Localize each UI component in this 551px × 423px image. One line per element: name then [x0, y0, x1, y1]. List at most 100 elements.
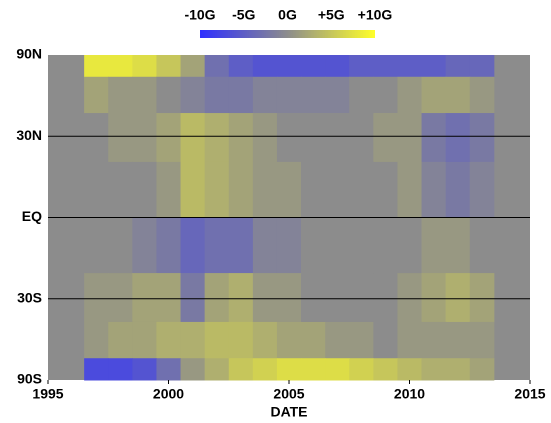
heat-cell — [301, 273, 326, 323]
heat-cell — [108, 55, 133, 78]
heat-cell — [325, 358, 350, 381]
heat-cell — [228, 55, 254, 78]
heat-cell — [252, 76, 278, 114]
heat-cell — [421, 273, 447, 323]
heat-cell — [180, 161, 206, 218]
y-tick-label: 30N — [16, 127, 42, 143]
heat-cell — [204, 55, 230, 78]
heat-cell — [84, 273, 109, 323]
heat-cell — [421, 217, 447, 274]
heat-cell — [132, 55, 157, 78]
heat-cell — [349, 217, 374, 274]
heat-cell — [373, 161, 398, 218]
heat-cell — [156, 273, 182, 323]
heat-cell — [252, 358, 278, 381]
heat-cell — [156, 217, 182, 274]
heat-cell — [421, 76, 447, 114]
heat-cell — [397, 217, 423, 274]
heat-cell — [156, 358, 182, 381]
colorbar-tick-label: -10G — [184, 7, 215, 23]
heat-cell — [421, 161, 447, 218]
heat-cell — [469, 273, 495, 323]
y-tick-label: 90S — [17, 371, 42, 387]
heat-cell — [373, 217, 398, 274]
heat-cell — [156, 76, 182, 114]
heat-cell — [421, 321, 447, 359]
heat-cell — [180, 217, 206, 274]
heat-cell — [180, 358, 206, 381]
heat-cell — [276, 217, 302, 274]
heat-cell — [204, 358, 230, 381]
heat-cell — [325, 76, 350, 114]
heat-cell — [252, 217, 278, 274]
heat-cell — [228, 217, 254, 274]
heat-cell — [132, 161, 157, 218]
heat-cell — [469, 217, 495, 274]
heat-cell — [84, 113, 109, 163]
heat-cell — [180, 76, 206, 114]
colorbar — [200, 30, 375, 38]
heat-cell — [276, 113, 302, 163]
heat-cell — [469, 76, 495, 114]
heat-cell — [180, 113, 206, 163]
x-axis-label: DATE — [270, 404, 307, 420]
heat-cell — [445, 358, 471, 381]
heat-cell — [156, 161, 182, 218]
heat-cell — [469, 321, 495, 359]
heat-cell — [276, 273, 302, 323]
heat-cell — [397, 273, 423, 323]
heat-cell — [180, 55, 206, 78]
heat-cell — [228, 273, 254, 323]
y-tick-label: 90N — [16, 46, 42, 62]
heat-cell — [204, 161, 230, 218]
heat-cell — [228, 76, 254, 114]
heat-cell — [228, 161, 254, 218]
heat-cell — [204, 76, 230, 114]
heat-cell — [349, 76, 374, 114]
x-tick-label: 1995 — [32, 386, 63, 402]
heat-cell — [252, 161, 278, 218]
heat-cell — [156, 113, 182, 163]
heat-cell — [397, 113, 423, 163]
heat-cell — [276, 358, 302, 381]
heat-cell — [469, 358, 495, 381]
heat-cell — [108, 76, 133, 114]
heat-cell — [445, 76, 471, 114]
heat-cell — [349, 358, 374, 381]
heat-cell — [132, 321, 157, 359]
heat-cell — [108, 113, 133, 163]
heat-cell — [445, 217, 471, 274]
colorbar-tick-label: 0G — [278, 7, 297, 23]
heat-cell — [84, 358, 109, 381]
heat-cell — [180, 273, 206, 323]
heat-cell — [204, 321, 230, 359]
heat-cell — [301, 76, 326, 114]
heat-cell — [204, 217, 230, 274]
heat-cell — [252, 113, 278, 163]
heat-cell — [84, 161, 109, 218]
x-tick-label: 2010 — [394, 386, 425, 402]
heat-cell — [276, 161, 302, 218]
heat-cell — [108, 161, 133, 218]
heat-cell — [373, 55, 398, 78]
heat-cell — [373, 321, 398, 359]
x-tick-label: 2015 — [514, 386, 545, 402]
heat-cell — [373, 76, 398, 114]
heat-cell — [469, 161, 495, 218]
heat-cell — [108, 321, 133, 359]
heat-cell — [325, 113, 350, 163]
heat-cell — [325, 161, 350, 218]
heat-cell — [349, 161, 374, 218]
heat-cell — [421, 113, 447, 163]
heat-cell — [373, 358, 398, 381]
heat-cell — [204, 273, 230, 323]
heat-cell — [373, 273, 398, 323]
heat-cell — [301, 113, 326, 163]
heat-cell — [421, 55, 447, 78]
heat-cell — [301, 161, 326, 218]
heat-cell — [84, 76, 109, 114]
heat-cell — [301, 55, 326, 78]
heat-cell — [349, 113, 374, 163]
colorbar-tick-label: -5G — [232, 7, 255, 23]
